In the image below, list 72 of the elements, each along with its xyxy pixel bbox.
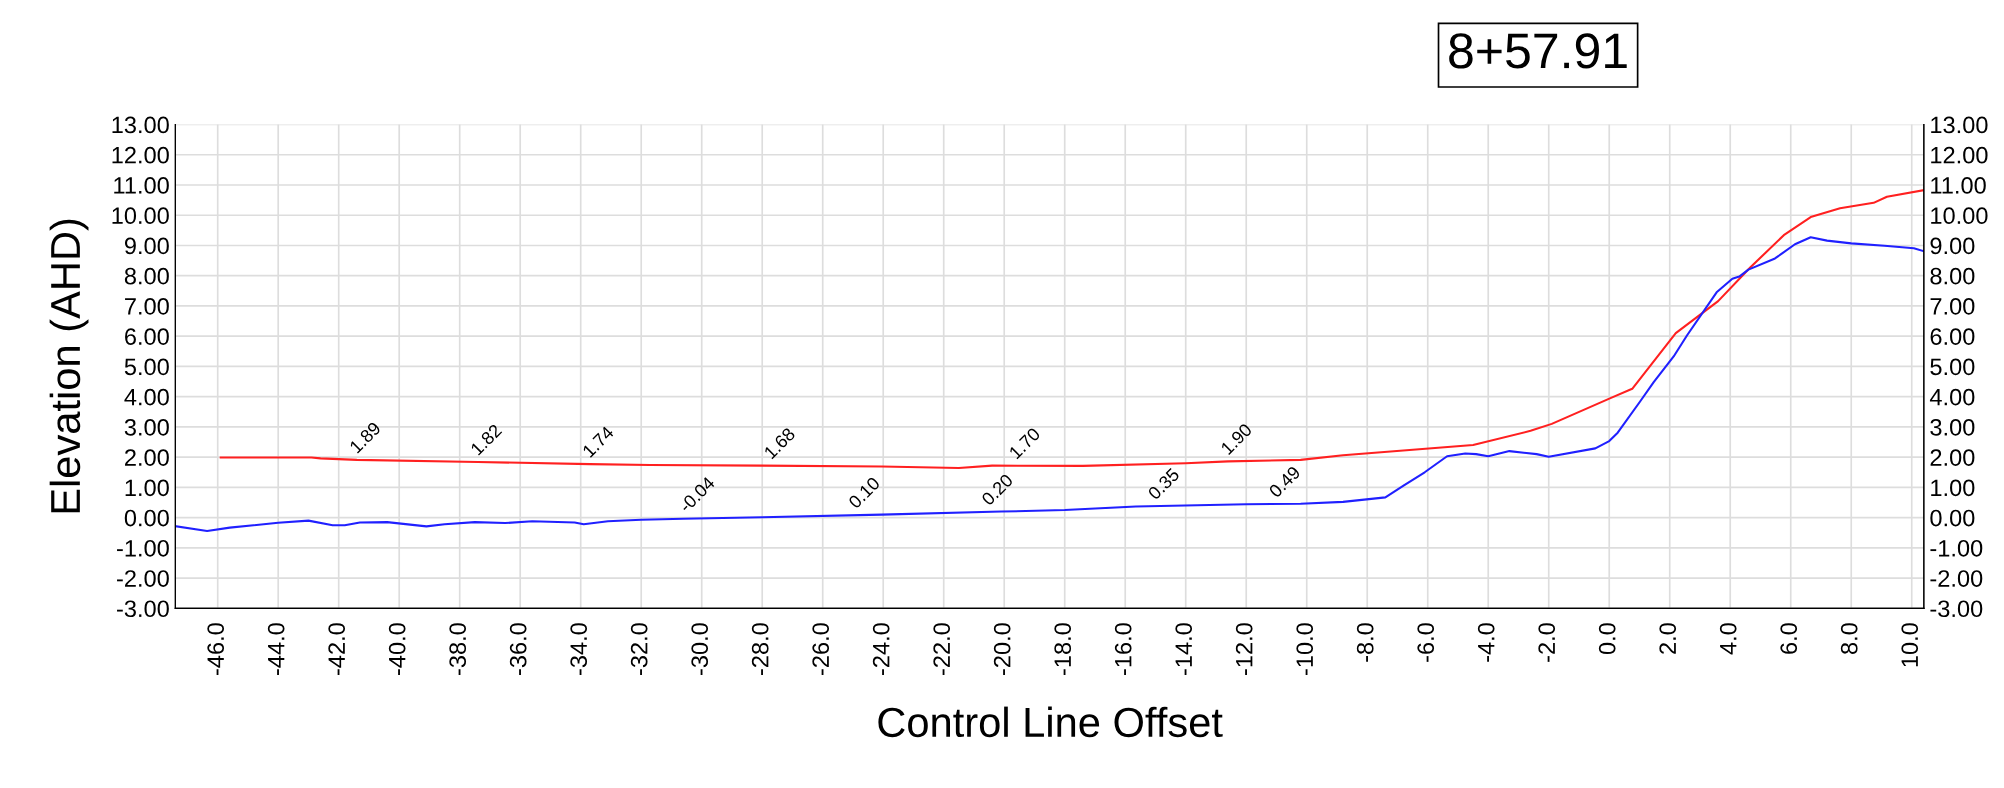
annotation: 0.10 (847, 476, 881, 510)
y2-tick-label: 8.00 (1930, 267, 1975, 285)
x-tick-label: -22.0 (933, 623, 951, 675)
x-tick-label: -10.0 (1296, 623, 1314, 675)
x-tick-label: -28.0 (751, 623, 769, 675)
y2-tick-label: -1.00 (1930, 539, 1983, 557)
x-tick-label: -36.0 (509, 623, 527, 675)
y-axis-title: Elevation (AHD) (49, 219, 89, 513)
y-tick-label: 11.00 (114, 177, 169, 194)
x-tick-label: -46.0 (207, 623, 225, 675)
chart-title: 8+57.91 (1449, 33, 1627, 69)
y-tick-label: 12.00 (112, 146, 169, 164)
annotation: 1.89 (349, 421, 382, 454)
y2-tick-label: 7.00 (1930, 298, 1975, 315)
x-tick-label: -8.0 (1356, 623, 1374, 662)
x-tick-label: -40.0 (388, 623, 406, 675)
x-tick-label: 10.0 (1901, 623, 1919, 667)
x-tick-label: -24.0 (872, 623, 890, 675)
x-tick-label: -18.0 (1054, 623, 1072, 675)
y2-tick-label: 2.00 (1930, 449, 1975, 466)
x-tick-label: -30.0 (691, 623, 709, 675)
x-tick-label: -26.0 (812, 623, 830, 675)
x-tick-label: 8.0 (1840, 623, 1858, 655)
y2-tick-label: 13.00 (1931, 116, 1988, 134)
x-tick-label: -2.0 (1538, 623, 1556, 662)
y2-tick-label: 6.00 (1930, 328, 1975, 345)
x-tick-label: 2.0 (1659, 623, 1677, 654)
y-tick-label: 10.00 (112, 207, 169, 225)
y-tick-label: 4.00 (124, 388, 169, 406)
y-tick-label: 5.00 (124, 358, 169, 376)
y2-tick-label: 1.00 (1931, 479, 1975, 497)
y-tick-label: -1.00 (117, 539, 169, 557)
x-axis-title: Control Line Offset (878, 706, 1223, 738)
x-tick-label: -42.0 (328, 623, 346, 675)
x-tick-label: -32.0 (630, 623, 648, 675)
x-tick-label: -20.0 (993, 623, 1011, 675)
y-tick-label: 6.00 (125, 328, 169, 345)
x-tick-label: -44.0 (267, 623, 285, 675)
y-tick-label: 0.00 (124, 509, 169, 527)
y2-tick-label: -3.00 (1930, 600, 1983, 618)
x-tick-label: -14.0 (1175, 623, 1193, 675)
y-tick-label: 7.00 (125, 298, 169, 315)
annotation: 0.49 (1268, 465, 1301, 499)
x-tick-label: -16.0 (1114, 623, 1132, 675)
x-tick-label: -12.0 (1235, 623, 1253, 675)
line-series (175, 236, 1924, 532)
y-tick-label: 9.00 (124, 237, 169, 255)
y-tick-label: 3.00 (124, 418, 169, 436)
y2-tick-label: 12.00 (1931, 146, 1988, 164)
annotation: 1.82 (470, 423, 503, 456)
x-tick-label: 4.0 (1719, 623, 1737, 655)
x-tick-label: -4.0 (1477, 623, 1495, 662)
y2-tick-label: 9.00 (1930, 237, 1975, 255)
y2-tick-label: 10.00 (1931, 207, 1988, 225)
y-tick-label: 1.00 (125, 479, 169, 497)
y2-tick-label: 11.00 (1931, 177, 1986, 194)
y2-tick-label: 3.00 (1930, 418, 1975, 436)
y2-tick-label: 4.00 (1929, 388, 1975, 406)
y-tick-label: 13.00 (112, 116, 169, 134)
y2-tick-label: -2.00 (1930, 570, 1983, 587)
y-tick-label: -2.00 (117, 570, 169, 587)
x-tick-label: 0.0 (1598, 623, 1616, 655)
y2-tick-label: 0.00 (1930, 509, 1975, 527)
y-tick-label: 8.00 (124, 267, 169, 285)
y2-tick-label: 5.00 (1930, 358, 1975, 376)
x-tick-label: -34.0 (570, 623, 588, 675)
x-tick-label: -38.0 (449, 623, 467, 675)
y-tick-label: -3.00 (117, 600, 169, 618)
y-tick-label: 2.00 (125, 449, 169, 466)
x-tick-label: -6.0 (1417, 623, 1435, 662)
x-tick-label: 6.0 (1780, 623, 1798, 654)
annotation: 0.20 (980, 473, 1014, 507)
